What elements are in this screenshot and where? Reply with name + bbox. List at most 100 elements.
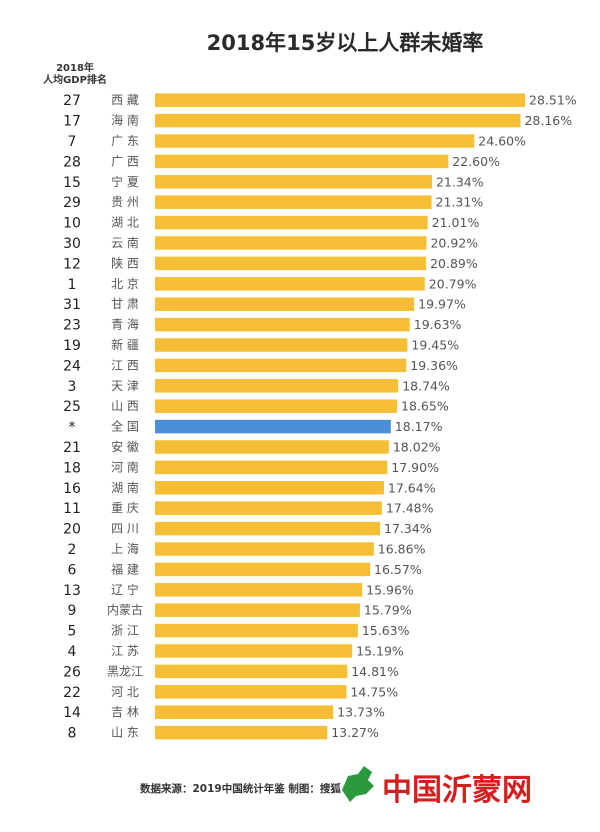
category-label: 吉 林 bbox=[111, 705, 139, 719]
bar bbox=[155, 236, 427, 250]
bar-highlight bbox=[155, 419, 391, 434]
rank-label: 18 bbox=[63, 460, 81, 476]
rank-label: 10 bbox=[63, 216, 81, 232]
category-label: 广 西 bbox=[111, 154, 139, 168]
bar bbox=[155, 113, 521, 128]
value-label: 16.57% bbox=[374, 562, 422, 577]
bar-row: 14 吉 林 13.73% bbox=[63, 705, 385, 722]
category-label: 北 京 bbox=[111, 277, 139, 291]
rank-label: 5 bbox=[68, 624, 77, 640]
bar-row: 17 海 南 28.16% bbox=[63, 113, 572, 130]
value-label: 17.64% bbox=[388, 480, 436, 495]
rank-label: 13 bbox=[63, 583, 81, 599]
value-label: 21.31% bbox=[436, 195, 484, 210]
rank-label: 28 bbox=[63, 154, 81, 170]
value-label: 19.36% bbox=[410, 358, 458, 373]
bar-row: 9 内蒙古 15.79% bbox=[68, 602, 412, 619]
logo: 中国沂蒙网 bbox=[342, 766, 532, 808]
value-label: 18.17% bbox=[395, 419, 443, 434]
bar-row: 4 江 苏 15.19% bbox=[68, 644, 404, 661]
bar bbox=[155, 603, 360, 617]
bar bbox=[155, 297, 415, 311]
bar-row: 3 天 津 18.74% bbox=[68, 378, 450, 395]
bar-row: 20 四 川 17.34% bbox=[63, 521, 432, 538]
value-label: 17.48% bbox=[386, 501, 434, 516]
bar bbox=[155, 195, 432, 209]
rank-label: 22 bbox=[63, 685, 81, 701]
logo-text: 中国沂蒙网 bbox=[382, 773, 532, 808]
bar-row: 31 甘 肃 19.97% bbox=[63, 297, 466, 314]
rank-label: 24 bbox=[63, 358, 81, 374]
bar-row: 29 贵 州 21.31% bbox=[63, 195, 483, 212]
category-label: 湖 南 bbox=[111, 480, 139, 495]
value-label: 15.79% bbox=[364, 603, 412, 618]
category-label: 西 藏 bbox=[111, 93, 139, 107]
category-label: 新 疆 bbox=[111, 337, 139, 352]
rank-label: 7 bbox=[68, 134, 77, 150]
bar-row: 19 新 疆 19.45% bbox=[63, 337, 459, 354]
bar-row: 7 广 东 24.60% bbox=[68, 134, 527, 151]
category-label: 贵 州 bbox=[111, 195, 139, 209]
category-label: 甘 肃 bbox=[111, 297, 139, 311]
rank-label: 25 bbox=[63, 399, 81, 415]
rank-label: 4 bbox=[68, 644, 77, 660]
bar-row: 25 山 西 18.65% bbox=[63, 399, 449, 416]
value-label: 20.89% bbox=[430, 256, 478, 271]
bar-row: 11 重 庆 17.48% bbox=[63, 501, 434, 518]
value-label: 22.60% bbox=[452, 154, 500, 169]
category-label: 安 徽 bbox=[111, 439, 139, 454]
value-label: 18.74% bbox=[402, 378, 450, 393]
bar bbox=[155, 317, 410, 332]
rank-label: 9 bbox=[68, 603, 77, 619]
bar-row: 27 西 藏 28.51% bbox=[63, 93, 577, 110]
bar-row: 13 辽 宁 15.96% bbox=[63, 582, 414, 599]
source-note: 数据来源：2019中国统计年鉴 制图：搜狐 bbox=[139, 782, 341, 795]
bar-row: 30 云 南 20.92% bbox=[63, 235, 478, 252]
value-label: 21.01% bbox=[432, 215, 480, 230]
category-label: 河 南 bbox=[111, 459, 139, 474]
category-label: 云 南 bbox=[111, 235, 139, 250]
category-label: 上 海 bbox=[111, 541, 139, 556]
value-label: 14.75% bbox=[350, 684, 398, 699]
rank-header-line2: 人均GDP排名 bbox=[43, 73, 107, 86]
bar bbox=[155, 705, 334, 719]
value-label: 16.86% bbox=[378, 542, 426, 557]
bar bbox=[155, 685, 347, 699]
category-label: 青 海 bbox=[111, 317, 139, 332]
rank-label: 2 bbox=[68, 542, 77, 558]
value-label: 19.45% bbox=[411, 338, 459, 353]
bar-row: 10 湖 北 21.01% bbox=[63, 215, 479, 232]
bar bbox=[155, 623, 358, 638]
category-label: 天 津 bbox=[111, 379, 139, 393]
chart-title: 2018年15岁以上人群未婚率 bbox=[207, 31, 484, 55]
category-label: 湖 北 bbox=[111, 215, 139, 230]
rank-header-line1: 2018年 bbox=[56, 61, 94, 74]
bar bbox=[155, 154, 449, 169]
bar bbox=[155, 501, 382, 515]
bar-row: 8 山 东 13.27% bbox=[68, 725, 379, 742]
bar-row: 15 宁 夏 21.34% bbox=[63, 174, 484, 191]
bar-row: 22 河 北 14.75% bbox=[63, 684, 398, 701]
category-label: 山 东 bbox=[111, 726, 139, 740]
category-label: 福 建 bbox=[111, 561, 139, 576]
category-label: 四 川 bbox=[111, 522, 139, 536]
rank-label: 27 bbox=[63, 93, 81, 109]
value-label: 17.90% bbox=[391, 460, 439, 475]
category-label: 河 北 bbox=[111, 685, 139, 699]
rank-label: 12 bbox=[63, 256, 81, 272]
bar-row: 18 河 南 17.90% bbox=[63, 459, 439, 476]
bar-row: 12 陕 西 20.89% bbox=[63, 255, 478, 272]
rank-label: 3 bbox=[68, 379, 77, 395]
bar bbox=[155, 379, 399, 393]
rank-label: 26 bbox=[63, 664, 81, 680]
category-label: 江 西 bbox=[111, 358, 139, 372]
rank-label: 8 bbox=[68, 726, 77, 742]
bar bbox=[155, 399, 398, 413]
value-label: 20.79% bbox=[429, 276, 477, 291]
rank-label: 23 bbox=[63, 318, 81, 334]
category-label: 黑龙江 bbox=[107, 664, 143, 678]
bar-row: 16 湖 南 17.64% bbox=[63, 480, 436, 497]
bar bbox=[155, 215, 428, 230]
bar bbox=[155, 542, 374, 556]
